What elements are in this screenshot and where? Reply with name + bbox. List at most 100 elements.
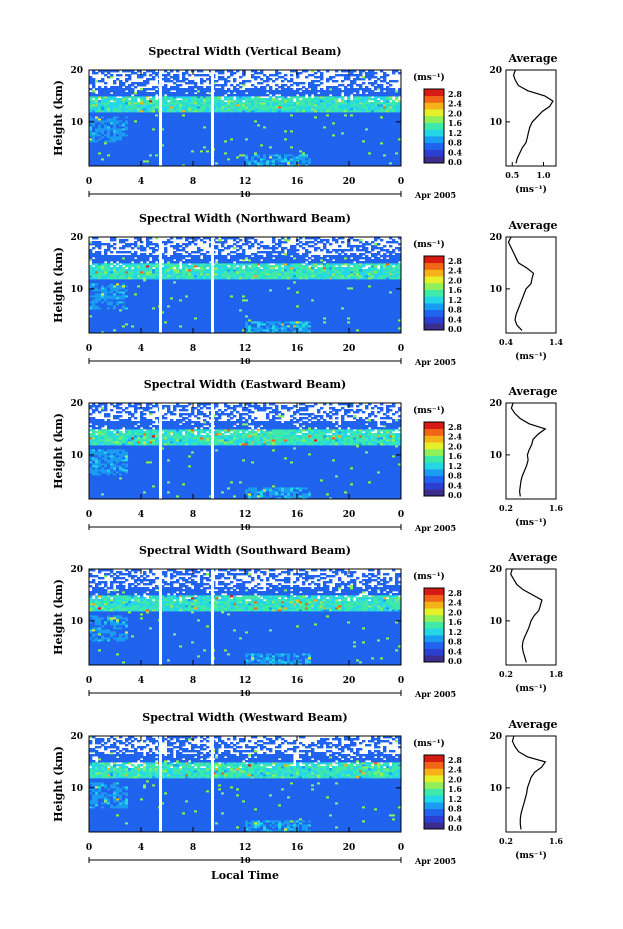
heatmap-cell	[104, 329, 108, 332]
heatmap-cell	[230, 146, 234, 149]
heatmap-cell	[182, 132, 186, 135]
heatmap-cell	[320, 128, 324, 131]
heatmap-cell	[287, 80, 291, 83]
heatmap-cell	[131, 128, 135, 131]
heatmap-cell	[185, 146, 189, 149]
heatmap-cell	[347, 120, 351, 123]
heatmap-cell	[242, 114, 246, 117]
heatmap-cell	[260, 134, 264, 137]
heatmap-cell	[155, 72, 159, 75]
heatmap-cell	[353, 140, 357, 143]
heatmap-cell	[308, 86, 312, 89]
heatmap-cell	[101, 140, 105, 143]
heatmap-cell	[386, 138, 390, 141]
heatmap-cell	[242, 94, 246, 97]
heatmap-cell	[155, 120, 159, 123]
heatmap-cell	[317, 70, 321, 73]
heatmap-cell	[278, 118, 282, 121]
heatmap-cell	[110, 118, 114, 121]
heatmap-cell	[284, 98, 288, 101]
heatmap-cell	[197, 142, 201, 145]
heatmap-cell	[266, 150, 270, 153]
data-gap	[211, 70, 214, 166]
heatmap-cell	[200, 162, 204, 165]
heatmap-cell	[335, 156, 339, 159]
heatmap-cell	[314, 146, 318, 149]
heatmap-cell	[251, 331, 255, 334]
heatmap-cell	[242, 112, 246, 115]
heatmap-cell	[275, 84, 279, 87]
heatmap-cell	[377, 78, 381, 81]
heatmap-cell	[392, 154, 396, 157]
heatmap-cell	[335, 323, 339, 326]
heatmap-cell	[134, 158, 138, 161]
heatmap-cell	[185, 144, 189, 147]
heatmap-cell	[374, 150, 378, 153]
heatmap-cell	[95, 106, 99, 109]
heatmap-cell	[338, 329, 342, 332]
heatmap-cell	[365, 158, 369, 161]
heatmap-cell	[350, 164, 354, 167]
heatmap-cell	[89, 110, 93, 113]
heatmap-cell	[125, 327, 129, 330]
heatmap-cell	[308, 84, 312, 87]
heatmap-cell	[380, 88, 384, 91]
heatmap-cell	[101, 134, 105, 137]
heatmap-cell	[302, 128, 306, 131]
heatmap-cell	[122, 70, 126, 73]
heatmap-cell	[290, 148, 294, 151]
heatmap-cell	[206, 321, 210, 324]
heatmap-cell	[281, 162, 285, 165]
heatmap-cell	[377, 114, 381, 117]
heatmap-cell	[155, 124, 159, 127]
heatmap-cell	[161, 132, 165, 135]
heatmap-cell	[296, 100, 300, 103]
heatmap-cell	[380, 158, 384, 161]
heatmap-cell	[137, 136, 141, 139]
heatmap-cell	[131, 84, 135, 87]
heatmap-cell	[185, 78, 189, 81]
heatmap-cell	[149, 134, 153, 137]
heatmap-cell	[200, 142, 204, 145]
heatmap-cell	[140, 148, 144, 151]
heatmap-cell	[140, 321, 144, 324]
heatmap-cell	[125, 329, 129, 332]
heatmap-cell	[221, 90, 225, 93]
heatmap-cell	[287, 104, 291, 107]
heatmap-cell	[89, 128, 93, 131]
heatmap-cell	[236, 327, 240, 330]
heatmap-cell	[383, 110, 387, 113]
heatmap-cell	[197, 112, 201, 115]
heatmap-cell	[131, 100, 135, 103]
heatmap-cell	[395, 110, 399, 113]
heatmap-cell	[332, 140, 336, 143]
heatmap-cell	[278, 104, 282, 107]
heatmap-cell	[215, 128, 219, 131]
heatmap-cell	[221, 132, 225, 135]
heatmap-cell	[380, 148, 384, 151]
heatmap-cell	[131, 144, 135, 147]
heatmap-cell	[98, 94, 102, 97]
heatmap-cell	[221, 148, 225, 151]
heatmap-cell	[254, 118, 258, 121]
heatmap-cell	[179, 144, 183, 147]
heatmap-cell	[308, 102, 312, 105]
heatmap-cell	[269, 74, 273, 77]
heatmap-cell	[362, 82, 366, 85]
heatmap-cell	[182, 152, 186, 155]
heatmap-cell	[341, 98, 345, 101]
heatmap-cell	[239, 90, 243, 93]
heatmap-cell	[266, 162, 270, 165]
heatmap-cell	[92, 120, 96, 123]
heatmap-cell	[356, 112, 360, 115]
heatmap-cell	[353, 164, 357, 167]
heatmap-cell	[101, 88, 105, 91]
heatmap-cell	[248, 136, 252, 139]
heatmap-cell	[338, 108, 342, 111]
heatmap-cell	[320, 152, 324, 155]
heatmap-cell	[302, 130, 306, 133]
heatmap-cell	[272, 164, 276, 167]
heatmap-cell	[164, 130, 168, 133]
heatmap-cell	[248, 148, 252, 151]
heatmap-cell	[206, 116, 210, 119]
